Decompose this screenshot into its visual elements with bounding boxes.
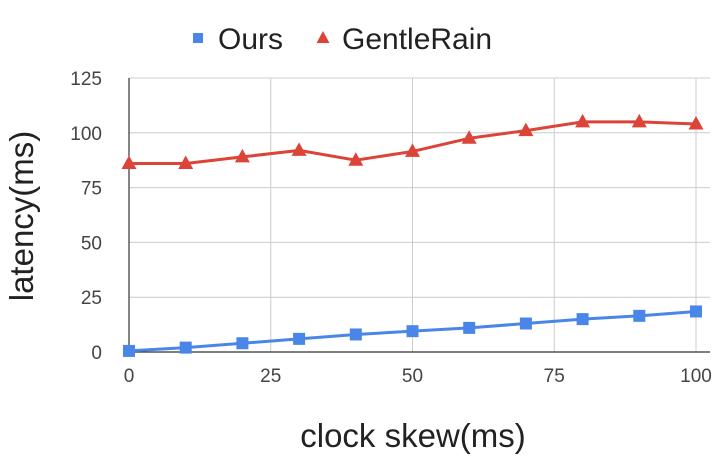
- y-tick-label: 25: [81, 288, 102, 309]
- y-tick-labels: 0 25 50 75 100 125: [70, 69, 102, 364]
- y-tick-label: 100: [70, 124, 102, 145]
- data-point-gentlerain: [234, 148, 250, 163]
- data-point-gentlerain: [518, 122, 534, 137]
- data-point-ours: [576, 313, 589, 326]
- x-axis-title: clock skew(ms): [300, 417, 526, 454]
- legend-marker-gentlerain: [316, 31, 330, 43]
- data-point-ours: [293, 332, 306, 345]
- x-tick-labels: 0 25 50 75 100: [124, 366, 712, 387]
- x-tick-label: 100: [680, 366, 712, 387]
- data-point-gentlerain: [461, 130, 477, 144]
- data-point-gentlerain: [575, 113, 591, 128]
- series-ours: [123, 305, 702, 357]
- y-tick-label: 0: [91, 343, 102, 364]
- data-point-ours: [690, 305, 702, 318]
- grid-lines: [129, 77, 710, 352]
- data-point-gentlerain: [631, 113, 647, 128]
- legend: Ours GentleRain: [193, 23, 492, 56]
- x-tick-label: 75: [544, 366, 565, 387]
- data-point-ours: [179, 341, 192, 354]
- data-point-gentlerain: [348, 152, 364, 166]
- y-tick-label: 125: [70, 69, 102, 90]
- data-point-gentlerain: [688, 116, 704, 130]
- legend-marker-ours: [193, 33, 203, 43]
- series-group: [121, 113, 704, 357]
- data-point-ours: [633, 309, 646, 322]
- data-point-ours: [519, 317, 532, 330]
- data-point-gentlerain: [405, 143, 420, 157]
- x-tick-label: 0: [124, 366, 135, 387]
- y-tick-label: 75: [81, 179, 102, 200]
- y-tick-label: 50: [81, 233, 102, 254]
- x-tick-label: 25: [260, 366, 281, 387]
- legend-label-ours: Ours: [218, 23, 283, 56]
- y-axis-title: latency(ms): [3, 131, 40, 302]
- data-point-gentlerain: [121, 155, 137, 169]
- legend-label-gentlerain: GentleRain: [342, 23, 492, 56]
- data-point-ours: [406, 325, 419, 338]
- data-point-ours: [463, 321, 476, 334]
- data-point-gentlerain: [291, 142, 307, 156]
- data-point-ours: [123, 344, 135, 357]
- data-point-gentlerain: [178, 155, 194, 169]
- data-point-ours: [349, 328, 362, 341]
- data-point-ours: [236, 337, 249, 350]
- series-gentlerain: [121, 113, 704, 169]
- x-tick-label: 50: [402, 366, 423, 387]
